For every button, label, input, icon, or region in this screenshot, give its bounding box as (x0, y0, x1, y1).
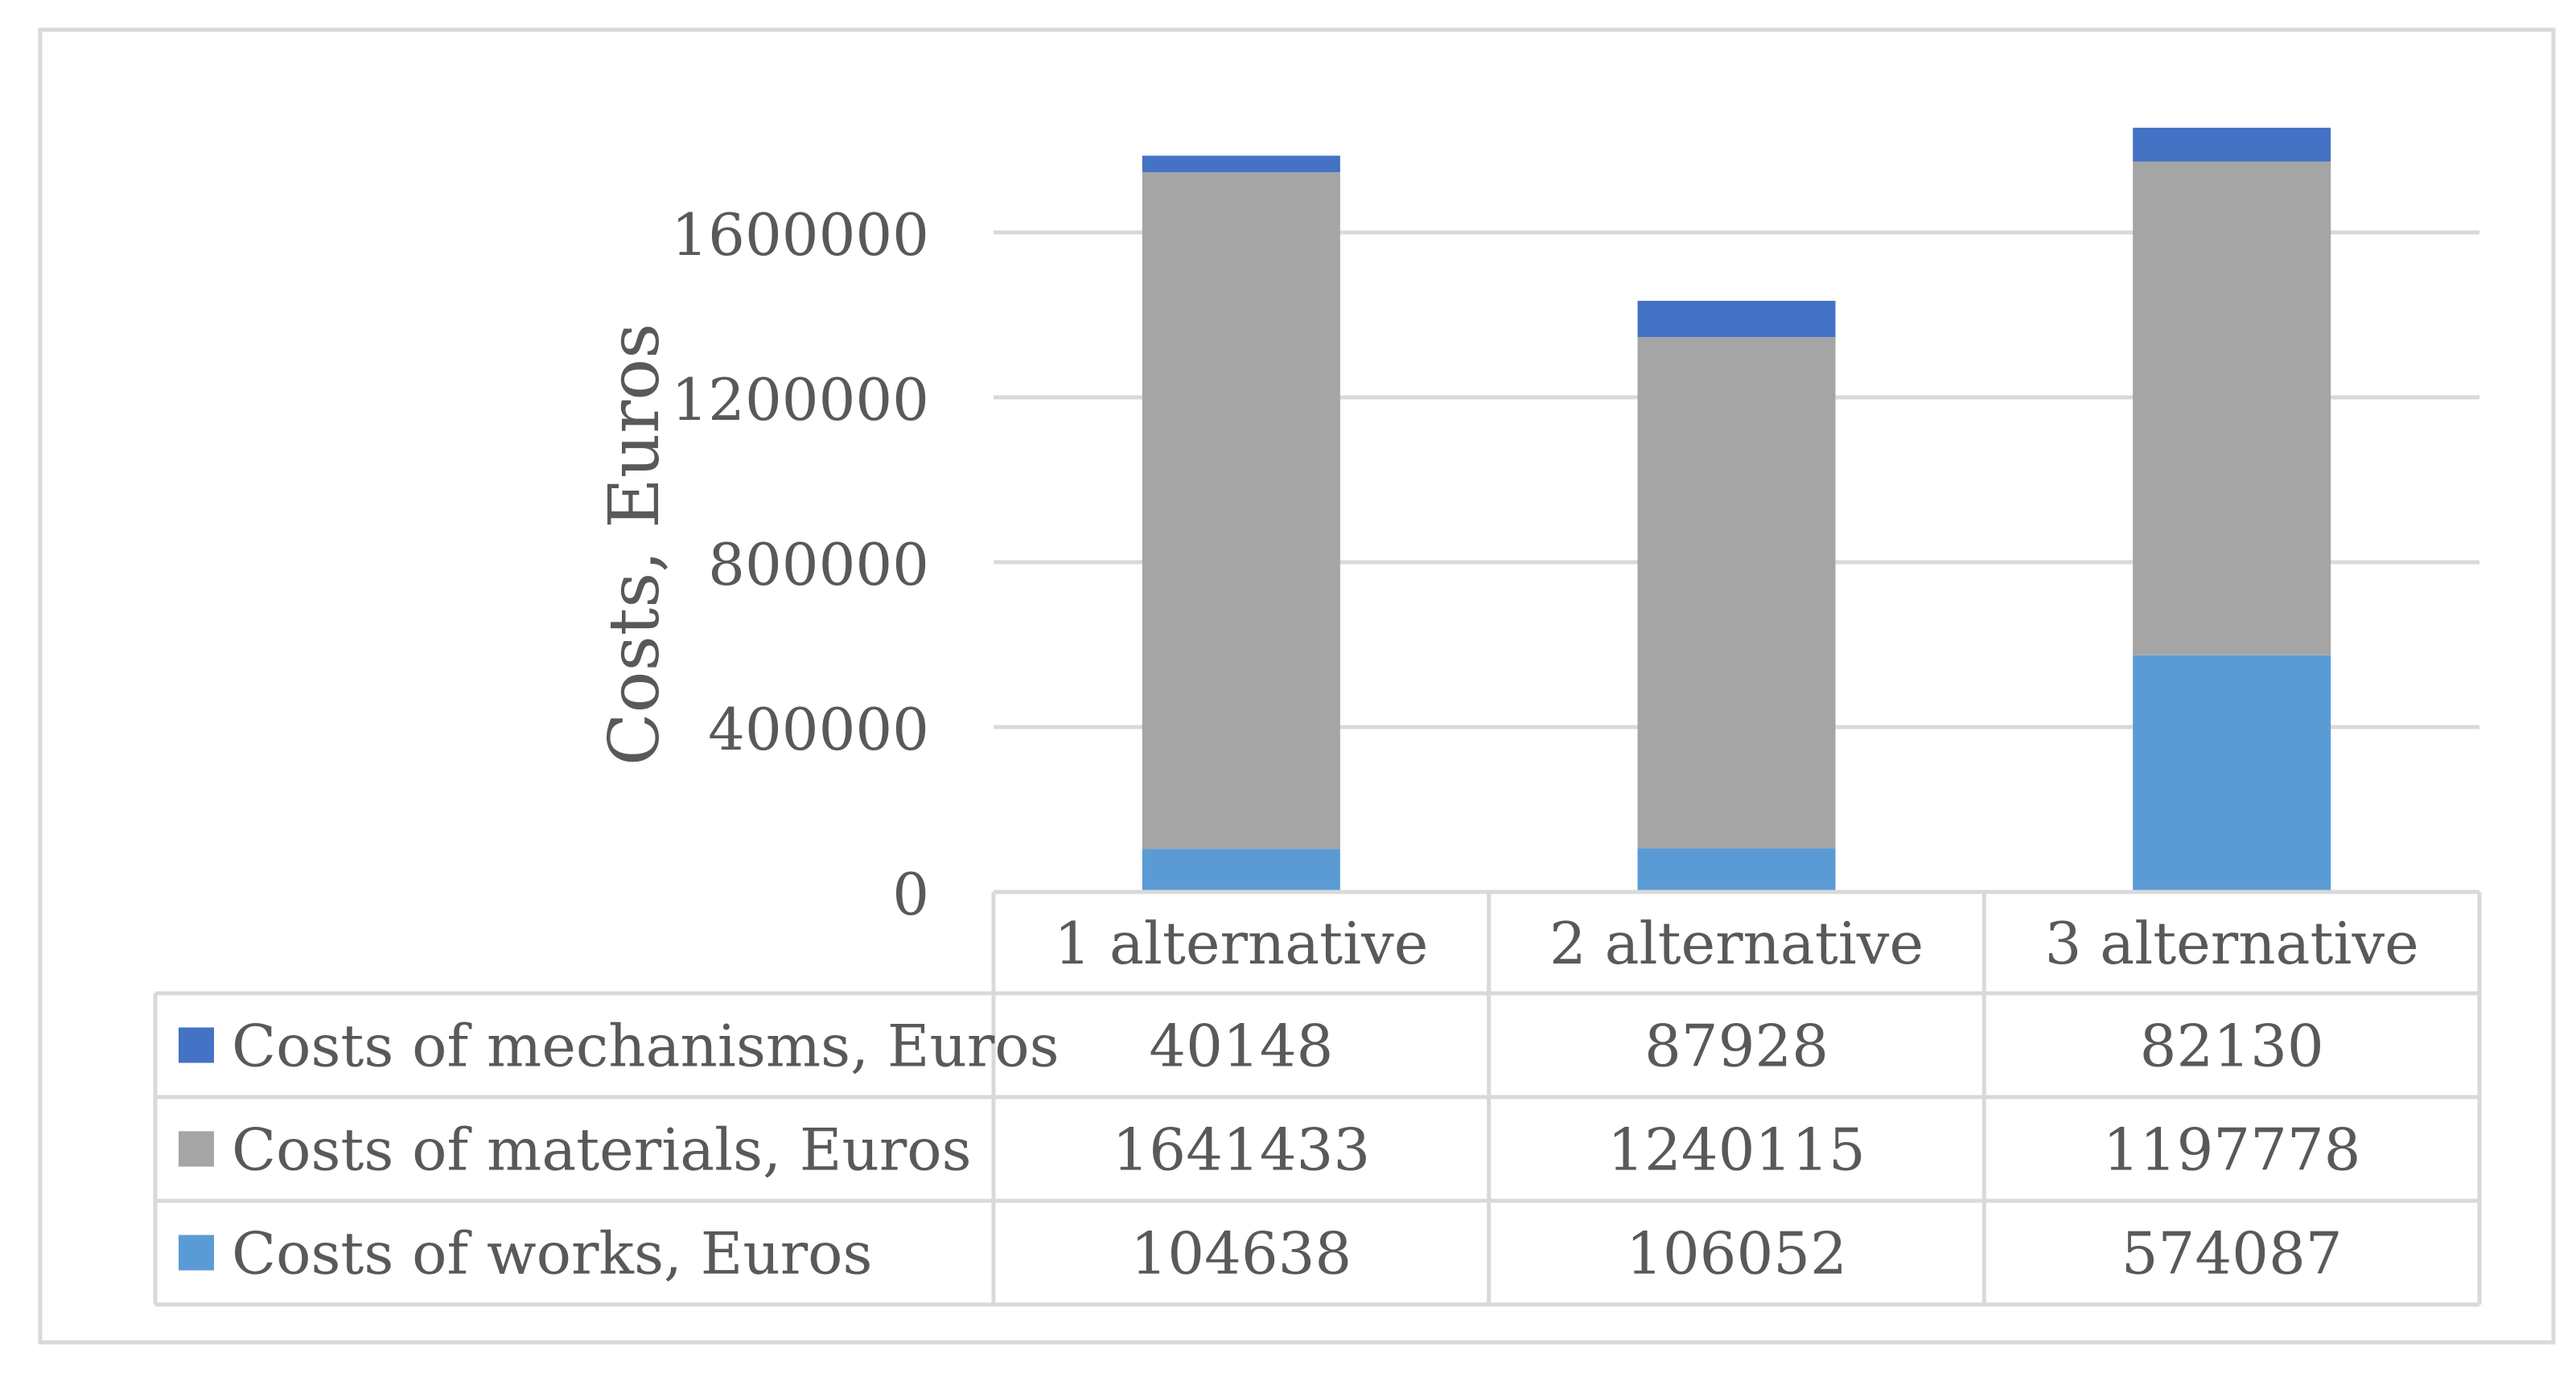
bar-segment (1637, 848, 1836, 892)
bar-segment (2133, 127, 2331, 162)
bar-segment (1142, 172, 1340, 849)
bar-segment (1637, 337, 1836, 849)
table-value: 1641433 (1112, 1116, 1370, 1184)
bars (1142, 127, 2331, 892)
y-tick-label: 1200000 (671, 366, 929, 434)
bar-segment (1142, 155, 1340, 173)
y-tick-label: 1600000 (671, 201, 929, 269)
y-tick-label: 800000 (708, 531, 929, 598)
y-tick-label: 400000 (708, 696, 929, 763)
table-value: 87928 (1644, 1013, 1829, 1080)
table-value: 1197778 (2103, 1116, 2361, 1184)
y-tick-label: 0 (892, 861, 929, 928)
table-value: 82130 (2140, 1013, 2324, 1080)
table-value: 1240115 (1607, 1116, 1866, 1184)
table-value: 104638 (1130, 1220, 1352, 1288)
bar-segment (1142, 849, 1340, 892)
table-value: 106052 (1626, 1220, 1847, 1288)
legend-series-name: Costs of materials, Euros (232, 1116, 972, 1184)
x-category-label: 2 alternative (1549, 910, 1924, 977)
legend-series-name: Costs of mechanisms, Euros (232, 1013, 1060, 1080)
x-category-label: 1 alternative (1054, 910, 1428, 977)
table-value: 574087 (2121, 1220, 2343, 1288)
table-value: 40148 (1149, 1013, 1333, 1080)
legend-key (179, 1235, 214, 1271)
data-table: 1 alternative 2 alternative 3 alternative C… (153, 890, 2482, 1307)
legend-key (179, 1027, 214, 1063)
x-category-label: 3 alternative (2045, 910, 2419, 977)
legend-series-name: Costs of works, Euros (232, 1220, 872, 1288)
y-axis-title: Costs, Euros (595, 323, 675, 766)
y-tick-labels: 0 400000 800000 1200000 1600000 (671, 201, 929, 928)
bar-segment (2133, 655, 2331, 892)
bar-segment (1637, 301, 1836, 338)
bar-segment (2133, 161, 2331, 655)
legend-key (179, 1131, 214, 1167)
